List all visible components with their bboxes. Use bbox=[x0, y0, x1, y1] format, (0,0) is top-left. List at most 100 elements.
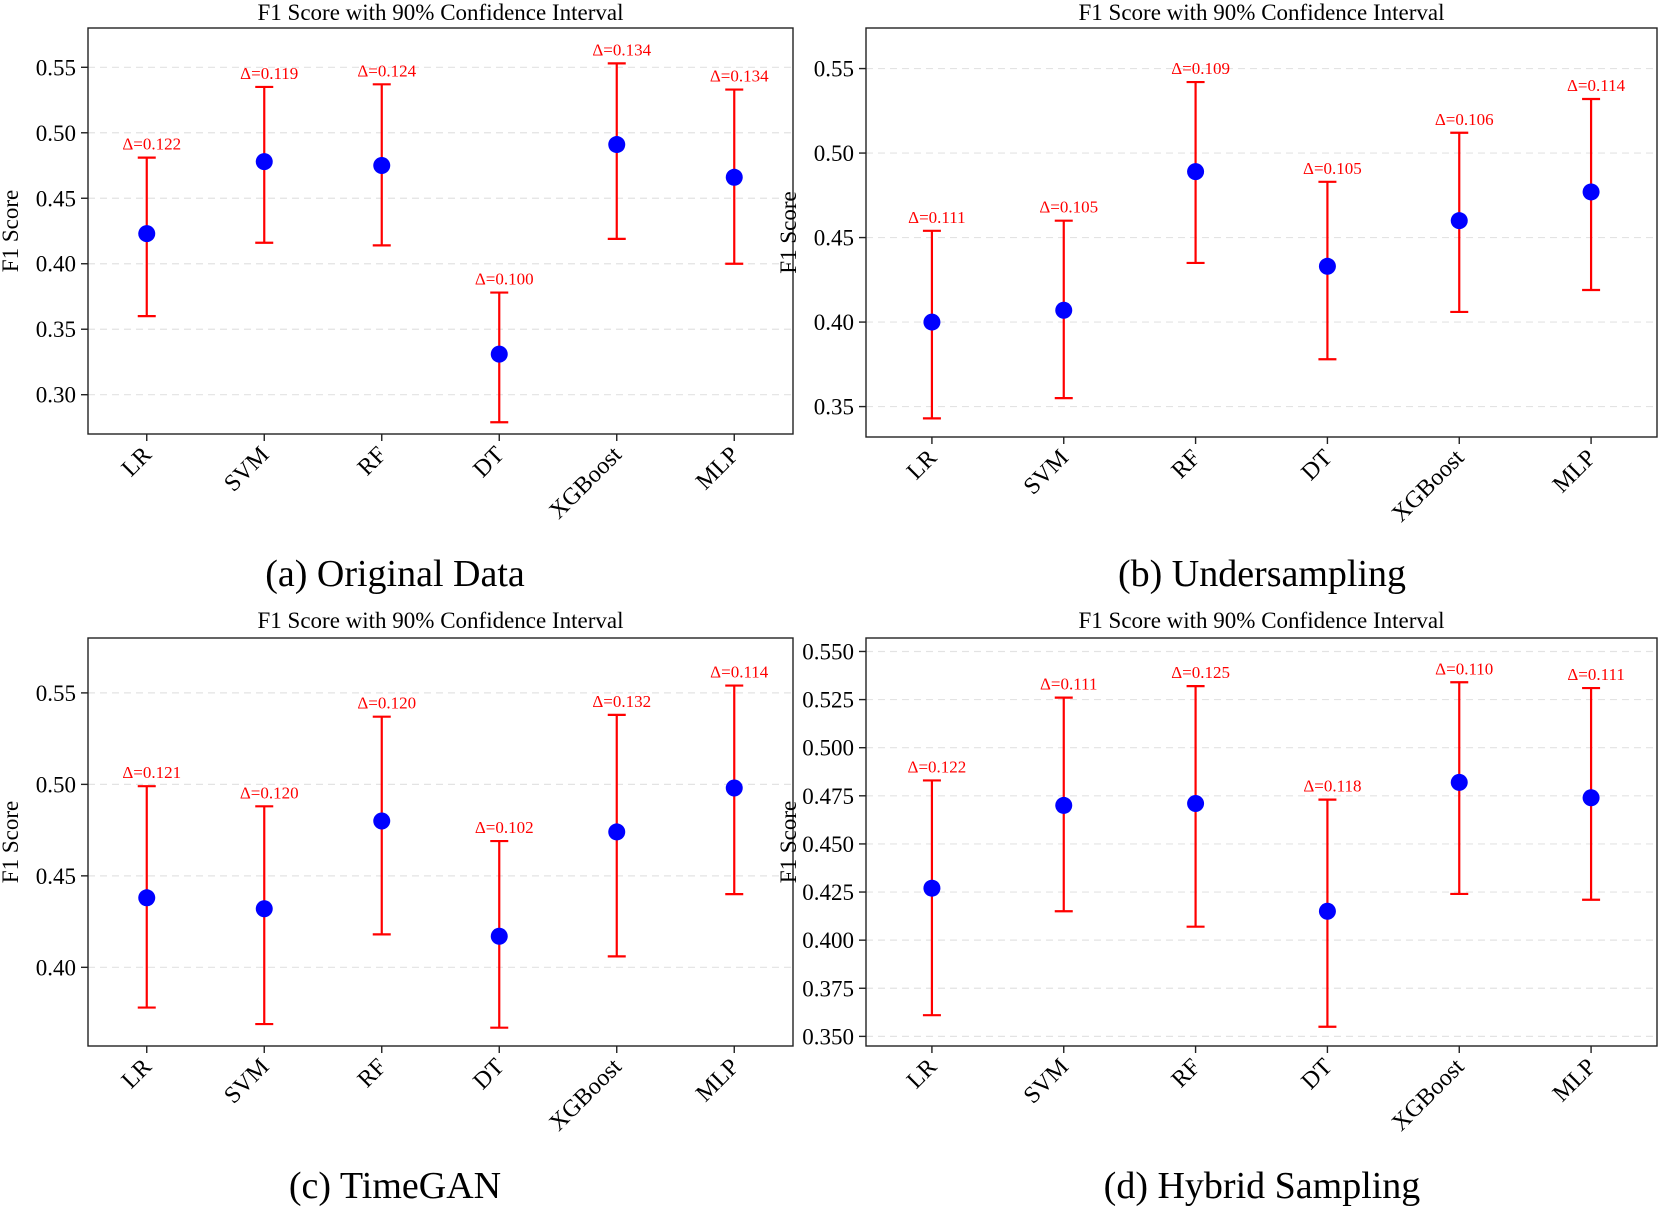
plot-frame bbox=[865, 637, 1658, 1047]
delta-annotation: Δ=0.120 bbox=[240, 783, 299, 802]
data-point bbox=[1450, 773, 1468, 791]
subfigure-caption: (a) Original Data bbox=[265, 553, 525, 595]
data-point bbox=[255, 900, 273, 918]
y-tick-label: 0.55 bbox=[36, 681, 76, 706]
delta-annotation: Δ=0.120 bbox=[357, 694, 416, 713]
data-point bbox=[1582, 789, 1600, 807]
x-tick-label: RF bbox=[353, 1054, 392, 1093]
delta-annotation: Δ=0.111 bbox=[1040, 675, 1098, 694]
delta-annotation: Δ=0.106 bbox=[1435, 110, 1494, 129]
y-axis-label: F1 Score bbox=[0, 801, 23, 883]
delta-annotation: Δ=0.111 bbox=[1567, 665, 1625, 684]
x-tick-label: SVM bbox=[1019, 1054, 1074, 1109]
data-point bbox=[1055, 796, 1073, 814]
y-tick-label: 0.350 bbox=[802, 1024, 854, 1049]
y-axis-label: F1 Score bbox=[776, 801, 801, 883]
data-point bbox=[1055, 301, 1073, 319]
y-tick-label: 0.425 bbox=[802, 880, 854, 905]
x-tick-label: RF bbox=[353, 442, 392, 481]
delta-annotation: Δ=0.102 bbox=[475, 818, 534, 837]
delta-annotation: Δ=0.111 bbox=[908, 208, 966, 227]
x-tick-label: XGBoost bbox=[544, 1054, 627, 1137]
x-tick-label: LR bbox=[117, 1054, 157, 1094]
y-tick-label: 0.35 bbox=[36, 317, 76, 342]
chart-title: F1 Score with 90% Confidence Interval bbox=[1079, 0, 1445, 25]
data-point bbox=[608, 823, 626, 841]
y-tick-label: 0.40 bbox=[814, 310, 854, 335]
delta-annotation: Δ=0.134 bbox=[592, 40, 651, 59]
data-point bbox=[608, 136, 626, 154]
delta-annotation: Δ=0.118 bbox=[1303, 777, 1361, 796]
data-point bbox=[1318, 902, 1336, 920]
data-point bbox=[923, 313, 941, 331]
subfigure-caption: (b) Undersampling bbox=[1118, 553, 1406, 595]
data-point bbox=[1450, 212, 1468, 230]
y-tick-label: 0.50 bbox=[814, 141, 854, 166]
subfigure-caption: (c) TimeGAN bbox=[289, 1165, 501, 1207]
data-point bbox=[373, 812, 391, 830]
data-point bbox=[1318, 257, 1336, 275]
y-tick-label: 0.550 bbox=[802, 639, 854, 664]
y-tick-label: 0.55 bbox=[36, 55, 76, 80]
delta-annotation: Δ=0.105 bbox=[1039, 198, 1098, 217]
y-tick-label: 0.35 bbox=[814, 395, 854, 420]
delta-annotation: Δ=0.114 bbox=[1567, 76, 1626, 95]
x-tick-label: SVM bbox=[219, 1054, 274, 1109]
y-tick-label: 0.40 bbox=[36, 955, 76, 980]
delta-annotation: Δ=0.124 bbox=[357, 61, 416, 80]
x-tick-label: DT bbox=[1297, 1054, 1338, 1095]
delta-annotation: Δ=0.100 bbox=[475, 270, 534, 289]
delta-annotation: Δ=0.125 bbox=[1171, 663, 1230, 682]
chart-panel-2: 0.35 0.40 0.45 0.50 0.55 F1 Score with 90% Co… bbox=[776, 0, 1658, 595]
data-point bbox=[255, 153, 273, 171]
chart-title: F1 Score with 90% Confidence Interval bbox=[258, 0, 624, 25]
x-tick-label: XGBoost bbox=[1387, 1054, 1470, 1137]
plot-frame bbox=[87, 27, 794, 435]
x-tick-label: DT bbox=[1297, 445, 1338, 486]
data-point bbox=[1187, 163, 1205, 181]
plot-frame bbox=[865, 27, 1658, 438]
y-tick-label: 0.50 bbox=[36, 121, 76, 146]
y-tick-label: 0.475 bbox=[802, 784, 854, 809]
delta-annotation: Δ=0.122 bbox=[908, 757, 967, 776]
data-point bbox=[138, 225, 156, 243]
y-tick-label: 0.525 bbox=[802, 688, 854, 713]
data-point bbox=[1187, 795, 1205, 813]
x-tick-label: LR bbox=[117, 442, 157, 482]
y-axis-label: F1 Score bbox=[0, 190, 23, 272]
x-tick-label: SVM bbox=[1019, 445, 1074, 500]
y-tick-label: 0.40 bbox=[36, 252, 76, 277]
delta-annotation: Δ=0.121 bbox=[122, 763, 181, 782]
y-tick-label: 0.400 bbox=[802, 928, 854, 953]
y-tick-label: 0.50 bbox=[36, 772, 76, 797]
y-tick-label: 0.375 bbox=[802, 976, 854, 1001]
chart-title: F1 Score with 90% Confidence Interval bbox=[1079, 608, 1445, 633]
delta-annotation: Δ=0.132 bbox=[592, 692, 651, 711]
x-tick-label: SVM bbox=[219, 442, 274, 497]
x-tick-label: MLP bbox=[691, 442, 744, 495]
x-tick-label: MLP bbox=[1548, 445, 1601, 498]
y-tick-label: 0.45 bbox=[36, 186, 76, 211]
y-tick-label: 0.450 bbox=[802, 832, 854, 857]
x-tick-label: RF bbox=[1167, 1054, 1206, 1093]
y-axis-label: F1 Score bbox=[776, 191, 801, 273]
x-tick-label: XGBoost bbox=[1387, 445, 1470, 528]
delta-annotation: Δ=0.110 bbox=[1435, 659, 1493, 678]
delta-annotation: Δ=0.114 bbox=[710, 663, 769, 682]
chart-panel-4: 0.350 0.375 0.400 0.425 0.450 0.475 0.500 0.525… bbox=[776, 608, 1658, 1207]
x-tick-label: DT bbox=[468, 1054, 509, 1095]
data-point bbox=[725, 168, 743, 186]
delta-annotation: Δ=0.122 bbox=[122, 135, 181, 154]
data-point bbox=[138, 889, 156, 907]
delta-annotation: Δ=0.119 bbox=[240, 64, 298, 83]
x-tick-label: XGBoost bbox=[544, 442, 627, 525]
x-tick-label: RF bbox=[1167, 445, 1206, 484]
delta-annotation: Δ=0.105 bbox=[1303, 159, 1362, 178]
x-tick-label: LR bbox=[902, 445, 942, 485]
x-tick-label: MLP bbox=[1548, 1054, 1601, 1107]
plot-frame bbox=[87, 637, 794, 1047]
data-point bbox=[490, 345, 508, 363]
x-tick-label: LR bbox=[902, 1054, 942, 1094]
subfigure-caption: (d) Hybrid Sampling bbox=[1104, 1165, 1421, 1207]
